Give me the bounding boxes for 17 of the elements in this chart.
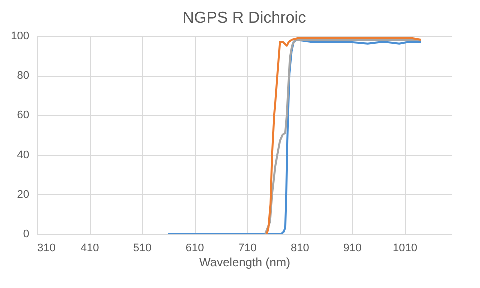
x-tick-label: 610 bbox=[186, 242, 204, 254]
y-tick-label: 60 bbox=[17, 110, 30, 122]
x-tick-label: 410 bbox=[80, 242, 100, 254]
chart-title: NGPS R Dichroic bbox=[182, 10, 306, 27]
x-tick-label: 310 bbox=[38, 242, 56, 254]
y-tick-label: 20 bbox=[17, 188, 30, 201]
y-tick-label: 40 bbox=[17, 149, 30, 162]
x-axis-title: Wavelength (nm) bbox=[200, 256, 290, 270]
y-tick-label: 0 bbox=[23, 228, 30, 240]
x-tick-label: 910 bbox=[344, 242, 362, 254]
y-tick-label: 100 bbox=[11, 30, 30, 42]
x-tick-label: 1010 bbox=[392, 242, 418, 254]
line-series bbox=[167, 38, 422, 234]
x-tick-label: 810 bbox=[290, 242, 310, 254]
x-tick-label: 510 bbox=[133, 242, 152, 254]
x-tick-label: 710 bbox=[238, 242, 257, 254]
y-tick-label: 80 bbox=[17, 70, 30, 82]
